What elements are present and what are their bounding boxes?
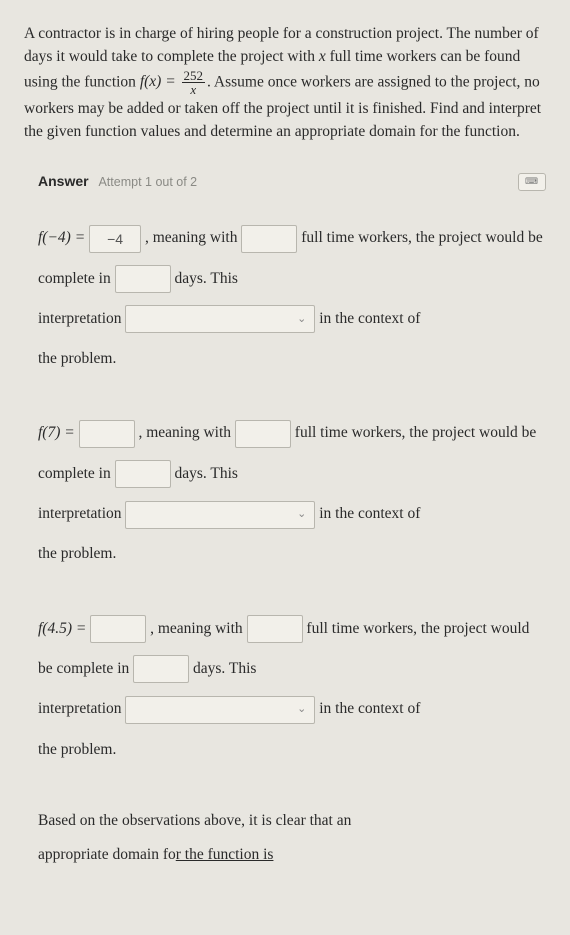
fn-lhs: f(x) = 252x	[140, 73, 207, 90]
q3-t6: in the context of	[319, 700, 420, 717]
q1-interpretation-select[interactable]: ⌄	[125, 305, 315, 333]
q3-workers-input[interactable]	[247, 615, 303, 643]
q2-value-input[interactable]	[79, 420, 135, 448]
q2-fn: f(7) =	[38, 424, 75, 441]
var-x: x	[319, 48, 326, 65]
attempt-text: Attempt 1 out of 2	[98, 175, 197, 189]
chevron-down-icon: ⌄	[297, 695, 306, 724]
q1-fn: f(−4) =	[38, 229, 85, 246]
q3-fn: f(4.5) =	[38, 620, 86, 637]
question-3: f(4.5) = , meaning with full time worker…	[38, 609, 546, 770]
frac-num: 252	[182, 69, 206, 84]
q2-t2: full time workers,	[295, 424, 406, 441]
q3-t5: interpretation	[38, 700, 122, 717]
fraction: 252x	[182, 69, 206, 97]
q3-t1: , meaning with	[150, 620, 243, 637]
keypad-button[interactable]: ⌨	[518, 173, 546, 191]
frac-den: x	[182, 83, 206, 97]
q1-t6: in the context of	[319, 310, 420, 327]
final-line1: Based on the observations above, it is c…	[38, 812, 351, 829]
q3-t7: the problem.	[38, 741, 116, 758]
question-2: f(7) = , meaning with full time workers,…	[38, 413, 546, 574]
q3-days-input[interactable]	[133, 655, 189, 683]
answer-label: Answer	[38, 173, 89, 189]
q3-t4: days. This	[193, 660, 256, 677]
answer-header: Answer Attempt 1 out of 2 ⌨	[38, 171, 546, 192]
q3-t2: full time workers,	[306, 620, 417, 637]
q3-interpretation-select[interactable]: ⌄	[125, 696, 315, 724]
q2-workers-input[interactable]	[235, 420, 291, 448]
chevron-down-icon: ⌄	[297, 500, 306, 529]
q1-value-input[interactable]: −4	[89, 225, 141, 253]
final-line2a: appropriate domain fo	[38, 846, 176, 863]
q1-t1: , meaning with	[145, 229, 238, 246]
q1-t7: the problem.	[38, 350, 116, 367]
answer-label-wrap: Answer Attempt 1 out of 2	[38, 171, 197, 192]
q2-t5: interpretation	[38, 505, 122, 522]
q2-days-input[interactable]	[115, 460, 171, 488]
q2-t4: days. This	[175, 465, 238, 482]
question-1: f(−4) = −4 , meaning with full time work…	[38, 218, 546, 379]
final-section: Based on the observations above, it is c…	[38, 804, 546, 872]
q2-interpretation-select[interactable]: ⌄	[125, 501, 315, 529]
fn-lhs-text: f(x) =	[140, 73, 180, 90]
q1-t2: full time workers,	[301, 229, 412, 246]
chevron-down-icon: ⌄	[297, 305, 306, 334]
q3-value-input[interactable]	[90, 615, 146, 643]
q1-days-input[interactable]	[115, 265, 171, 293]
problem-statement: A contractor is in charge of hiring peop…	[24, 22, 546, 143]
q1-t5: interpretation	[38, 310, 122, 327]
q1-t4: days. This	[175, 270, 238, 287]
domain-link[interactable]: r the function is	[176, 846, 274, 863]
q2-t1: , meaning with	[138, 424, 231, 441]
keypad-icon: ⌨	[525, 175, 539, 189]
q1-workers-input[interactable]	[241, 225, 297, 253]
q2-t6: in the context of	[319, 505, 420, 522]
q2-t7: the problem.	[38, 545, 116, 562]
